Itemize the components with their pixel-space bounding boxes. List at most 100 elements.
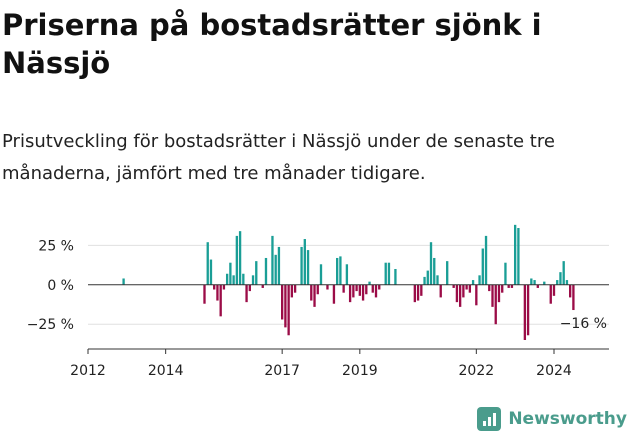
bar — [261, 284, 264, 288]
bar — [384, 262, 387, 285]
x-tick-label: 2014 — [148, 363, 184, 379]
bar — [290, 284, 294, 298]
newsworthy-logo-icon — [477, 407, 502, 431]
bar — [303, 239, 306, 285]
y-tick-label: 0 % — [47, 278, 74, 294]
bar — [536, 284, 539, 288]
bar — [517, 228, 520, 285]
x-tick-label: 2019 — [342, 363, 378, 379]
bar — [484, 235, 488, 285]
bar — [274, 254, 277, 285]
bar — [552, 284, 556, 296]
bar — [507, 284, 510, 288]
bar — [513, 224, 517, 285]
bar — [423, 276, 426, 285]
bar — [488, 284, 491, 292]
bar — [342, 284, 345, 293]
bar — [433, 257, 436, 285]
brand-name: Newsworthy — [508, 409, 627, 429]
bar — [348, 284, 352, 303]
bar — [378, 284, 381, 290]
bar — [549, 284, 552, 304]
y-tick-label: 25 % — [38, 238, 74, 254]
bar — [358, 284, 361, 296]
bar — [336, 257, 339, 285]
bar — [332, 284, 336, 304]
bar — [277, 246, 281, 285]
bar — [420, 284, 423, 296]
bar — [313, 284, 316, 307]
bar — [543, 281, 546, 285]
bar — [523, 284, 527, 340]
x-tick-label: 2017 — [264, 363, 300, 379]
bar — [206, 242, 209, 285]
bar — [271, 235, 274, 285]
bar — [462, 284, 465, 298]
chart-title: Priserna på bostadsrätter sjönk i Nässjö — [2, 8, 542, 80]
bar — [572, 284, 575, 311]
bar — [306, 250, 310, 285]
bar — [264, 257, 268, 285]
bar — [394, 269, 397, 285]
bar — [213, 284, 216, 290]
bar — [510, 284, 514, 288]
bar — [365, 284, 368, 295]
bar — [352, 284, 355, 298]
axes: 25 % 0 % −25 % 2012 2014 2017 2019 2022 2024 −16 … — [27, 238, 609, 379]
bar — [387, 262, 391, 285]
bar — [429, 242, 433, 285]
bar — [530, 278, 533, 285]
x-tick-label: 2012 — [70, 363, 106, 379]
bar — [533, 280, 536, 285]
bar — [491, 284, 494, 307]
bar — [481, 248, 484, 285]
bar — [242, 273, 245, 285]
bar — [368, 281, 371, 285]
bar — [501, 284, 504, 293]
bar — [310, 284, 313, 301]
bar — [556, 280, 559, 285]
bar — [300, 246, 303, 285]
bar — [478, 275, 481, 285]
last-value-label: −16 % — [560, 316, 607, 332]
bar — [446, 261, 449, 285]
bar — [361, 284, 365, 301]
bar — [426, 270, 429, 285]
bar — [203, 284, 206, 304]
bar — [439, 284, 442, 298]
bar — [562, 261, 565, 285]
bar — [455, 284, 459, 303]
bar — [316, 284, 319, 295]
chart-subtitle: Prisutveckling för bostadsrätter i Nässj… — [2, 131, 555, 184]
bar — [235, 235, 239, 285]
bar — [209, 259, 213, 285]
bar — [281, 284, 284, 320]
bar — [497, 284, 501, 303]
bar — [526, 284, 530, 336]
y-tick-label: −25 % — [27, 317, 74, 333]
bar — [225, 273, 229, 285]
bar — [452, 284, 455, 288]
x-tick-label: 2024 — [536, 363, 572, 379]
bar — [416, 284, 420, 301]
bar — [287, 284, 290, 336]
bar — [219, 284, 222, 317]
bar — [465, 284, 468, 290]
bar — [468, 284, 472, 293]
bar — [222, 284, 226, 290]
bar — [326, 284, 329, 290]
bar — [251, 275, 255, 285]
bar — [436, 275, 439, 285]
grid-lines — [88, 244, 609, 325]
bar — [355, 284, 358, 292]
bar — [374, 284, 378, 298]
bar — [494, 284, 497, 325]
bar — [471, 280, 475, 285]
bar — [229, 262, 232, 285]
bar — [559, 272, 562, 285]
bar — [232, 275, 235, 285]
bar — [504, 262, 507, 285]
bar — [293, 284, 297, 293]
bar — [339, 256, 342, 285]
